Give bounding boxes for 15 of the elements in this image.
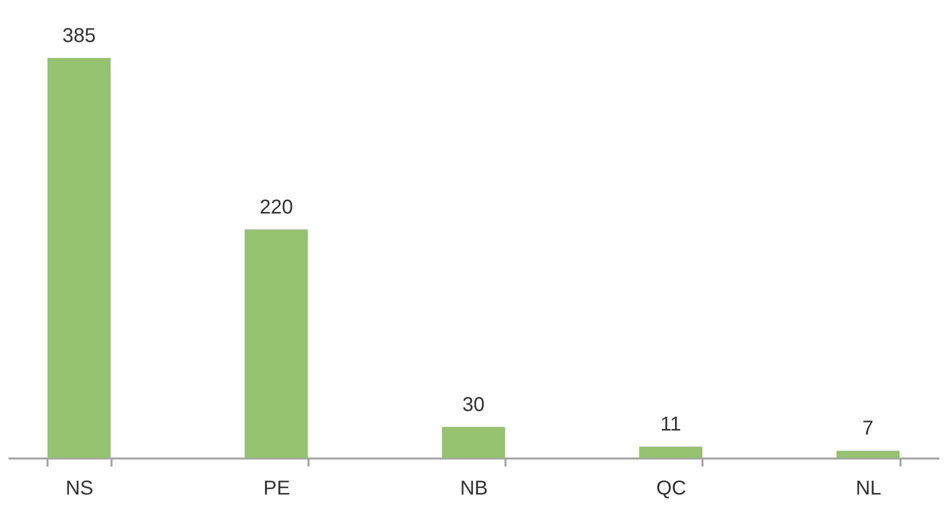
bar — [244, 229, 308, 458]
bar — [836, 450, 900, 458]
bar — [442, 426, 506, 458]
x-tick-label: PE — [263, 478, 290, 500]
data-label: 11 — [660, 414, 682, 436]
x-tick-label: QC — [656, 478, 686, 500]
bar — [639, 446, 702, 458]
x-tick-label: NB — [460, 478, 488, 500]
data-label: 220 — [260, 196, 293, 218]
data-label: 385 — [62, 25, 96, 47]
data-label: 30 — [462, 394, 485, 416]
x-tick-label: NS — [66, 478, 94, 500]
x-tick-label: NL — [856, 478, 882, 500]
bar — [47, 58, 111, 458]
data-label: 7 — [862, 418, 874, 440]
